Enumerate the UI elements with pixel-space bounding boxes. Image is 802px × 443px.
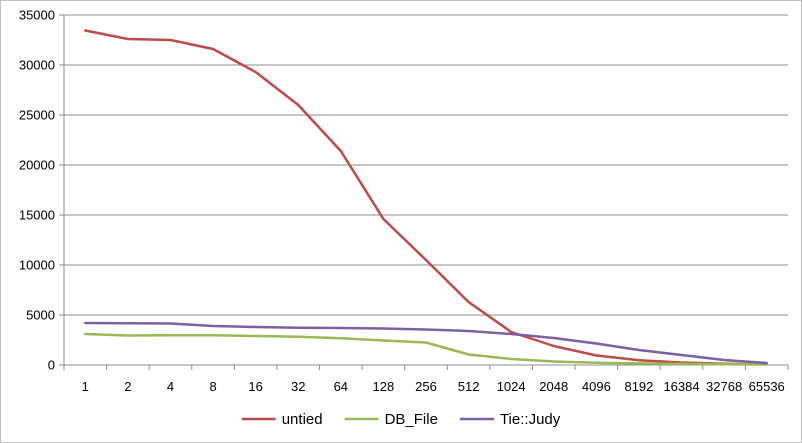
x-tick-label: 512 <box>458 379 480 394</box>
x-tick-label: 32 <box>291 379 305 394</box>
x-tick-label: 4096 <box>582 379 611 394</box>
y-tick-label: 5000 <box>26 308 55 323</box>
y-tick-label: 0 <box>48 358 55 373</box>
y-tick-label: 35000 <box>19 8 55 23</box>
y-tick-label: 25000 <box>19 108 55 123</box>
series-lines <box>84 29 768 366</box>
legend-label: Tie::Judy <box>500 411 561 428</box>
x-tick-label: 256 <box>415 379 437 394</box>
y-tick-label: 10000 <box>19 258 55 273</box>
x-tick-label: 8 <box>209 379 216 394</box>
x-tick-label: 16 <box>248 379 262 394</box>
legend-item-tie-judy: Tie::Judy <box>459 411 561 428</box>
legend-label: DB_File <box>385 411 438 428</box>
y-tick-label: 15000 <box>19 208 55 223</box>
series-line-untied <box>84 29 768 366</box>
y-tick-labels: 0 5000 10000 15000 20000 25000 30000 35000 <box>19 8 55 373</box>
x-tick-label: 1 <box>82 379 89 394</box>
series-line-tie-judy <box>84 321 768 365</box>
x-tick-label: 65536 <box>749 379 785 394</box>
y-tick-label: 30000 <box>19 58 55 73</box>
x-tick-label: 32768 <box>706 379 742 394</box>
legend: untied DB_File Tie::Judy <box>241 411 561 428</box>
series-line-db-file <box>84 332 768 366</box>
x-tick-label: 2048 <box>539 379 568 394</box>
x-tick-label: 8192 <box>624 379 653 394</box>
y-tick-label: 20000 <box>19 158 55 173</box>
x-tick-label: 128 <box>373 379 395 394</box>
legend-item-untied: untied <box>241 411 323 428</box>
x-tick-label: 4 <box>167 379 174 394</box>
x-tick-label: 64 <box>334 379 348 394</box>
x-tick-label: 2 <box>124 379 131 394</box>
legend-item-db-file: DB_File <box>344 411 438 428</box>
x-tick-label: 1024 <box>497 379 526 394</box>
x-tick-labels: 1 2 4 8 16 32 64 128 256 512 1024 2048 4096 8192 16384… <box>82 379 785 394</box>
legend-label: untied <box>282 411 323 428</box>
grid-lines <box>64 14 788 316</box>
axes <box>59 14 789 370</box>
x-tick-label: 16384 <box>663 379 699 394</box>
